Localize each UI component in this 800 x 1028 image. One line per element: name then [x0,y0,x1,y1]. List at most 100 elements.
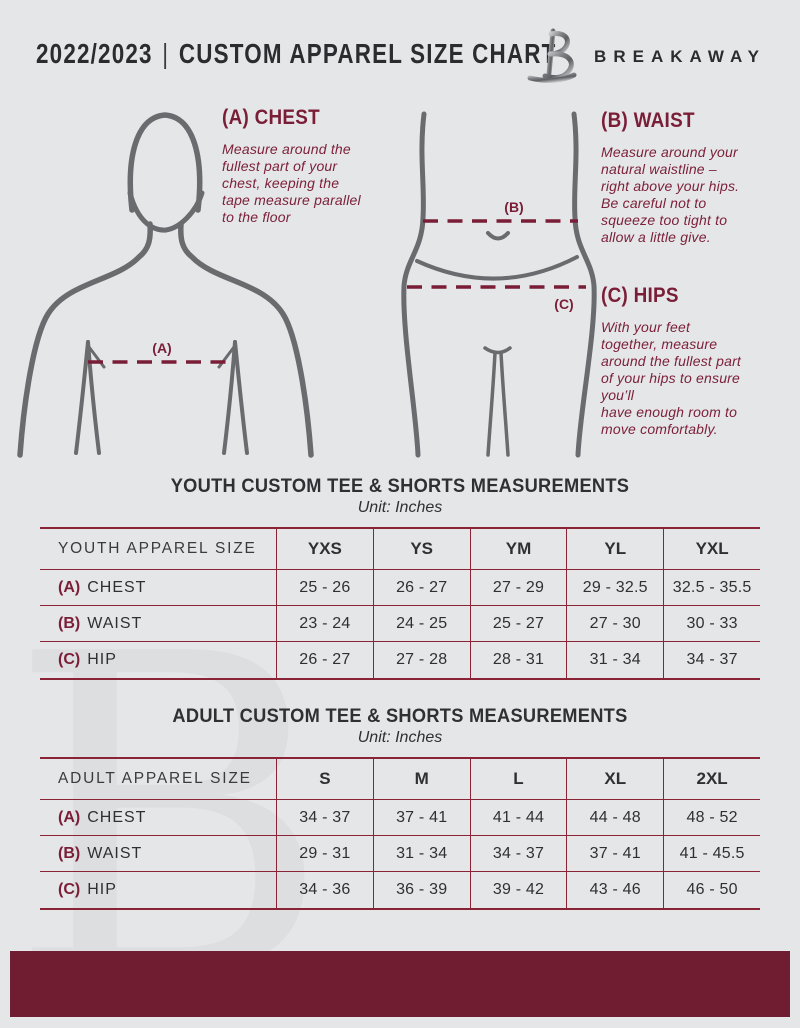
youth-row-label-waist: (B) WAIST [40,606,276,642]
figure-left-chest-line [74,340,90,455]
youth-size-table: YOUTH APPAREL SIZE YXS YS YM YL YXL (A) C… [40,527,760,680]
row-prefix: (C) [58,881,81,898]
page-title: 2022/2023 | CUSTOM APPAREL SIZE CHART [36,38,557,70]
row-label-text: CHEST [87,578,147,596]
measurement-cell: 31 - 34 [566,642,663,678]
chest-guide-heading: (A) CHEST [222,106,320,129]
measurement-cell: 23 - 24 [276,606,373,642]
measurement-cell: 27 - 28 [372,642,470,678]
figure-right-shoulder-arm [178,221,314,458]
measurement-cell: 29 - 31 [276,836,373,872]
row-label-text: WAIST [87,614,143,632]
figure-right-side-outline [571,111,597,458]
measurement-cell: 41 - 44 [469,800,567,836]
row-label-text: HIP [87,651,117,668]
row-label-text: WAIST [87,844,143,862]
measurement-cell: 36 - 39 [372,872,470,908]
youth-row-label-hip: (C) HIP [40,642,276,678]
measurement-cell: 44 - 48 [566,800,664,836]
adult-row-label-waist: (B) WAIST [40,836,276,872]
footer-accent-bar [10,951,790,1017]
youth-size-header: YXL [663,529,760,570]
title-main: CUSTOM APPAREL SIZE CHART [178,38,557,69]
waist-marker-label: (B) [504,199,523,215]
youth-column-header-apparel-size: YOUTH APPAREL SIZE [40,529,276,570]
adult-size-header: M [372,759,470,800]
row-prefix: (B) [58,844,81,862]
hips-marker-label: (C) [554,296,573,312]
logo-monogram-b [527,28,577,83]
figure-right-armpit-line [222,340,237,455]
measurement-cell: 31 - 34 [372,836,470,872]
row-prefix: (C) [58,651,81,668]
figure-head-outline [127,112,203,213]
figure-left-inner-leg [486,351,497,457]
chest-guide: (A) CHEST Measure around the fullest par… [222,106,412,226]
title-separator: | [162,38,170,69]
youth-row-label-chest: (A) CHEST [40,570,276,606]
hips-guide-heading: (C) HIPS [601,284,679,307]
youth-size-header: YM [469,529,567,570]
figure-left-armpit-line [86,340,101,455]
youth-section-title: YOUTH CUSTOM TEE & SHORTS MEASUREMENTS [170,476,630,497]
title-year: 2022/2023 [36,38,153,69]
measurement-cell: 27 - 29 [469,570,567,606]
adult-section-unit: Unit: Inches [357,729,443,746]
measurement-cell: 37 - 41 [566,836,664,872]
breakaway-logo-icon [527,28,577,83]
figure-hip-curve [415,255,579,281]
measurement-cell: 29 - 32.5 [566,570,664,606]
figure-right-chest-line [233,340,249,455]
measurement-cell: 34 - 37 [469,836,567,872]
brand-lockup: BREAKAWAY [526,24,766,86]
measurement-cell: 46 - 50 [663,872,760,908]
waist-guide-text: Measure around your natural waistline – … [601,144,740,245]
measurement-cell: 26 - 27 [372,570,470,606]
chest-guide-text: Measure around the fullest part of your … [222,141,361,225]
measurement-cell: 43 - 46 [566,872,663,908]
hips-guide: (C) HIPS With your feet together, measur… [601,284,796,438]
row-label-text: CHEST [87,808,147,826]
adult-section-title: ADULT CUSTOM TEE & SHORTS MEASUREMENTS [172,706,628,727]
adult-size-header: 2XL [663,759,760,800]
row-label-text: HIP [87,881,117,898]
lower-body-figure: (B) (C) [401,111,597,458]
youth-section-unit: Unit: Inches [357,499,443,516]
row-prefix: (A) [58,808,81,826]
hips-guide-text: With your feet together, measure around … [601,319,742,437]
adult-size-header: L [469,759,567,800]
measurement-cell: 24 - 25 [372,606,470,642]
brand-name: BREAKAWAY [594,47,766,66]
waist-guide-heading: (B) WAIST [601,109,695,132]
measurement-cell: 48 - 52 [663,800,760,836]
measurement-cell: 39 - 42 [469,872,567,908]
waist-guide: (B) WAIST Measure around your natural wa… [601,109,786,246]
measurement-cell: 30 - 33 [663,606,760,642]
youth-size-header: YL [566,529,664,570]
adult-size-header: S [276,759,373,800]
measurement-cell: 34 - 37 [276,800,373,836]
figure-right-inner-leg [499,351,510,457]
measurement-cell: 25 - 26 [276,570,373,606]
row-prefix: (A) [58,578,81,596]
measurement-cell: 27 - 30 [566,606,664,642]
row-prefix: (B) [58,614,81,632]
figure-left-side-outline [401,111,427,458]
figure-crotch-curve [483,346,512,355]
adult-row-label-chest: (A) CHEST [40,800,276,836]
adult-size-header: XL [566,759,664,800]
measurement-cell: 28 - 31 [469,642,567,678]
measurement-cell: 41 - 45.5 [663,836,760,872]
measurement-cell: 34 - 37 [663,642,760,678]
measurement-cell: 34 - 36 [276,872,373,908]
youth-size-header: YS [372,529,470,570]
figure-navel [486,231,510,241]
measurement-cell: 26 - 27 [276,642,373,678]
measurement-cell: 32.5 - 35.5 [663,570,760,606]
measurement-cell: 37 - 41 [372,800,470,836]
adult-row-label-hip: (C) HIP [40,872,276,908]
figure-chin-outline [127,190,205,233]
adult-column-header-apparel-size: ADULT APPAREL SIZE [40,759,276,800]
